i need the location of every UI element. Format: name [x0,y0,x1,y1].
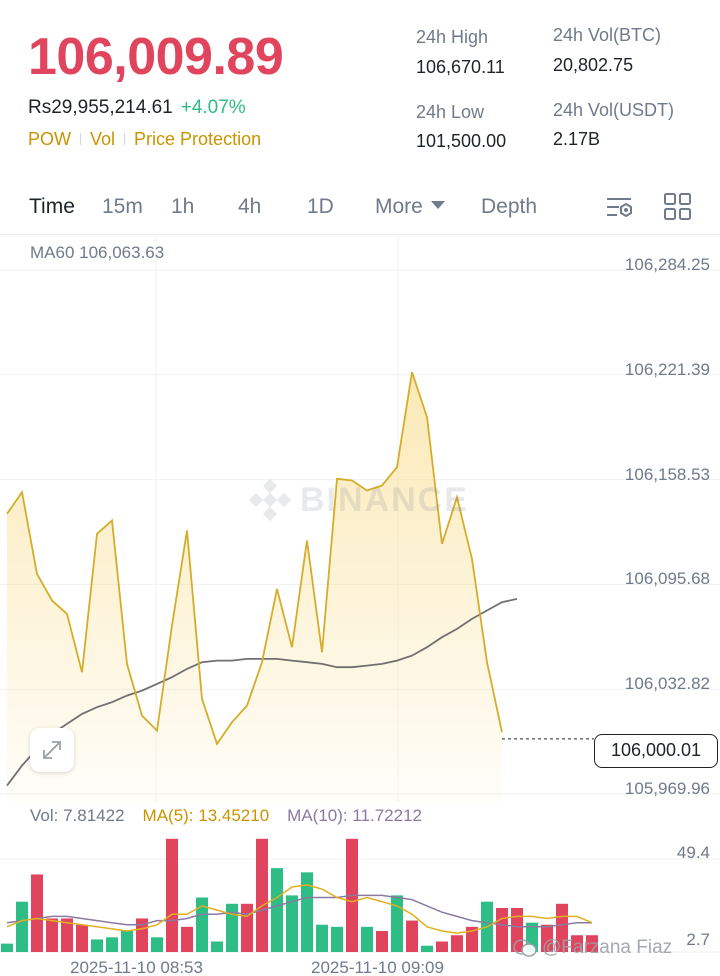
volume-y-tick: 49.4 [676,843,710,862]
price-y-tick: 106,284.25 [624,255,710,274]
tag-divider [124,133,126,145]
volume-bar [226,903,238,952]
volume-bar [361,926,373,952]
volume-bar [391,895,403,952]
volume-bar [196,897,208,952]
price-y-tick: 105,969.96 [624,779,710,798]
volume-bar [76,924,88,952]
volume-bar [241,903,253,952]
low-value: 101,500.00 [416,131,507,151]
volume-bar [136,918,148,952]
tabs-divider [0,234,720,235]
vol-usdt-value: 2.17B [553,129,601,149]
volume-bar [106,937,118,952]
price-chart[interactable] [0,236,720,804]
volume-bar [271,868,283,952]
volume-bar [571,935,583,952]
volume-bar [466,926,478,952]
volume-y-tick: 2.7 [686,930,710,949]
expand-arrows-icon [43,741,61,759]
tab-more[interactable]: More [375,194,445,220]
caret-down-icon [430,201,445,210]
last-price: 106,009.89 [28,28,284,86]
volume-bar [181,926,193,952]
volume-bar [256,838,268,952]
volume-bar [586,935,598,952]
ticker-tags: POW Vol Price Protection [28,128,261,150]
price-line [6,371,503,746]
change-percent: +4.07% [180,97,246,118]
x-axis-tick: 2025-11-10 08:53 [70,958,203,976]
volume-ma5-line [6,884,593,934]
volume-bar [91,939,103,952]
high-value: 106,670.11 [416,57,505,77]
tab-15m[interactable]: 15m [102,195,143,218]
volume-bar [31,874,43,952]
price-y-tick: 106,095.68 [624,569,710,589]
author-credit: @Farzana Fiaz [512,936,672,960]
price-area-fill [7,372,502,802]
fullscreen-button[interactable] [30,728,74,772]
volume-bar [331,926,343,952]
tab-4h[interactable]: 4h [238,195,262,218]
price-y-tick: 106,032.82 [624,674,710,694]
ma60-label: MA60 106,063.63 [30,243,165,262]
binance-logo-icon [248,478,292,522]
chat-bubble-icon [513,939,537,957]
volume-bar [121,931,133,952]
volume-chart[interactable] [0,836,720,954]
tab-more-label: More [375,195,423,218]
volume-bar [421,945,433,952]
volume-bar [436,941,448,952]
volume-bar [301,872,313,952]
volume-bar [376,931,388,952]
price-y-tick: 106,158.53 [624,464,710,484]
author-credit-text: @Farzana Fiaz [542,937,673,958]
grid-layout-icon[interactable] [661,190,695,224]
low-label: 24h Low [416,102,485,122]
volume-bar [151,937,163,952]
volume-bar [286,895,298,952]
tab-time[interactable]: Time [29,195,75,218]
watermark-text: BINANCE [300,480,469,519]
price-y-tick: 106,221.39 [624,359,710,379]
x-axis-tick: 2025-11-10 09:09 [311,958,444,976]
volume-ma5-value: MA(5): 13.45210 [142,806,270,825]
current-price-label: 106,000.01 [594,734,718,768]
volume-legend: Vol: 7.81422 MA(5): 13.45210 MA(10): 11.72… [30,806,422,826]
tab-depth[interactable]: Depth [481,195,538,218]
tag-divider [80,133,81,145]
high-label: 24h High [416,27,489,47]
volume-bar [541,924,553,952]
vol-btc-value: 20,802.75 [553,55,634,75]
volume-bar [316,924,328,952]
interval-tabs: Time 15m 1h 4h 1D More Depth [0,190,720,224]
volume-bar [46,918,58,952]
volume-bar [1,943,13,952]
volume-ma10-line [6,894,592,928]
tag-pow[interactable]: POW [28,129,71,149]
volume-bar [451,935,463,952]
tag-vol[interactable]: Vol [90,129,116,149]
fiat-price-row: Rs29,955,214.61 +4.07% [28,96,246,120]
fiat-price: Rs29,955,214.61 [28,97,173,118]
volume-ma10-value: MA(10): 11.72212 [287,806,422,825]
volume-bar [61,918,73,952]
tab-1d[interactable]: 1D [307,195,334,218]
volume-bar [16,901,28,952]
binance-watermark: BINANCE [248,478,469,522]
vol-btc-label: 24h Vol(BTC) [553,25,662,45]
tag-price-protection[interactable]: Price Protection [134,129,262,149]
volume-bar [211,941,223,952]
volume-bar [406,920,418,952]
vol-usdt-label: 24h Vol(USDT) [553,100,675,120]
volume-bar [496,907,508,952]
indicator-settings-icon[interactable] [604,190,638,224]
tab-1h[interactable]: 1h [171,195,195,218]
volume-bar [166,838,178,952]
volume-value: Vol: 7.81422 [30,806,125,825]
